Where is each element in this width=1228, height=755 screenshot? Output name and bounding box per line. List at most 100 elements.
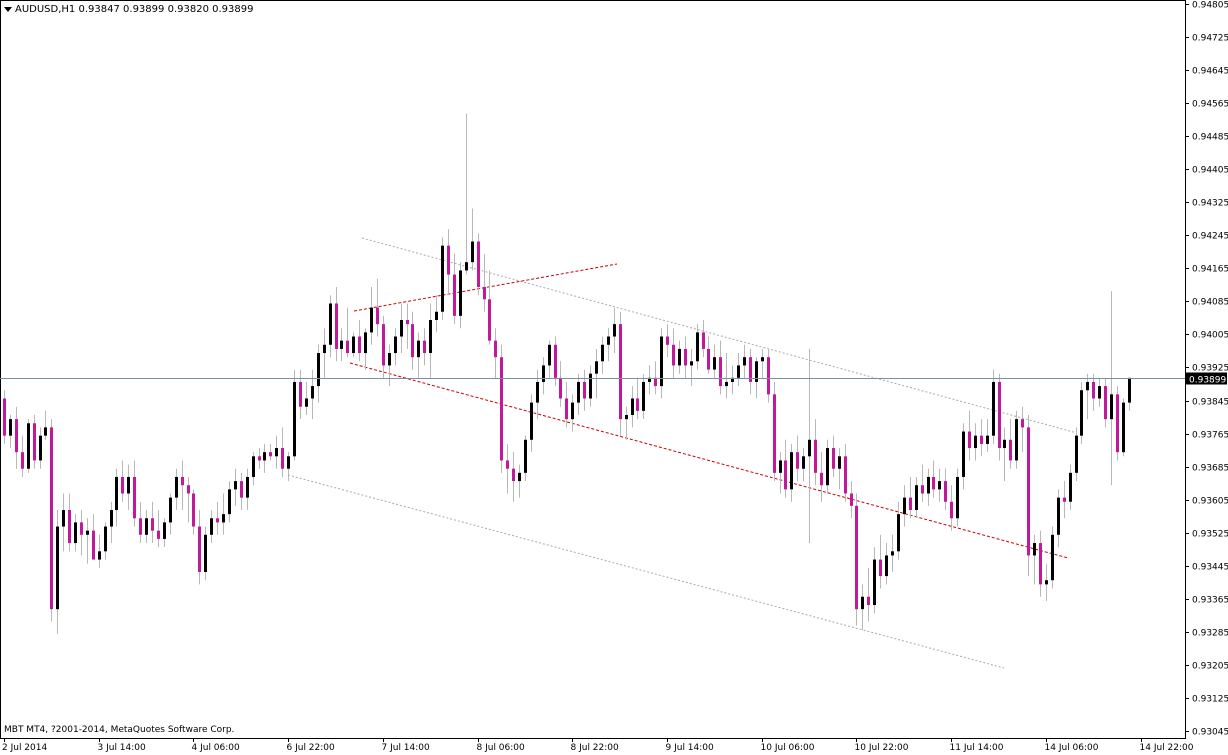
candle[interactable] [222, 493, 225, 535]
candle[interactable] [725, 353, 728, 399]
candle[interactable] [3, 390, 6, 444]
candle[interactable] [968, 410, 971, 461]
gray-channel-upper[interactable] [361, 237, 1078, 434]
candle[interactable] [1027, 415, 1030, 577]
candle[interactable] [536, 369, 539, 420]
candle[interactable] [74, 514, 77, 552]
candle[interactable] [187, 476, 190, 523]
candle[interactable] [619, 311, 622, 436]
candle[interactable] [240, 472, 243, 511]
candle[interactable] [340, 328, 343, 362]
candle[interactable] [488, 270, 491, 345]
candle[interactable] [287, 452, 290, 482]
candle[interactable] [927, 468, 930, 506]
candle[interactable] [216, 501, 219, 535]
candle[interactable] [749, 348, 752, 395]
candle[interactable] [1128, 377, 1131, 411]
candle[interactable] [761, 348, 764, 378]
candle[interactable] [9, 415, 12, 449]
candle[interactable] [731, 365, 734, 395]
candle[interactable] [974, 423, 977, 461]
candle[interactable] [394, 328, 397, 366]
candle[interactable] [471, 208, 474, 271]
candle[interactable] [808, 348, 811, 544]
candle[interactable] [867, 567, 870, 622]
candle[interactable] [453, 253, 456, 325]
candle[interactable] [642, 373, 645, 420]
candle[interactable] [483, 253, 486, 312]
candle[interactable] [258, 448, 261, 469]
candle[interactable] [1098, 377, 1101, 407]
candle[interactable] [358, 319, 361, 362]
candle[interactable] [903, 485, 906, 527]
candle[interactable] [346, 307, 349, 358]
candle[interactable] [210, 510, 213, 544]
candle[interactable] [1080, 381, 1083, 444]
candle[interactable] [891, 534, 894, 572]
candle[interactable] [1057, 489, 1060, 548]
candle[interactable] [1021, 406, 1024, 453]
candle[interactable] [595, 348, 598, 399]
candle[interactable] [548, 340, 551, 378]
candle[interactable] [672, 328, 675, 378]
candle[interactable] [21, 435, 24, 477]
candle[interactable] [181, 460, 184, 511]
candle[interactable] [713, 344, 716, 378]
candle[interactable] [790, 443, 793, 502]
candle[interactable] [737, 353, 740, 387]
candle[interactable] [1092, 373, 1095, 411]
candle[interactable] [423, 328, 426, 366]
candle[interactable] [583, 369, 586, 411]
candle[interactable] [518, 464, 521, 498]
candle[interactable] [607, 328, 610, 362]
candle[interactable] [252, 452, 255, 486]
candle[interactable] [938, 468, 941, 502]
candle[interactable] [33, 415, 36, 469]
candle[interactable] [1086, 373, 1089, 420]
candle[interactable] [678, 340, 681, 374]
candle[interactable] [743, 344, 746, 378]
candle[interactable] [684, 336, 687, 378]
candle[interactable] [459, 262, 462, 329]
candle[interactable] [855, 493, 858, 626]
candle[interactable] [571, 394, 574, 432]
red-channel-line[interactable] [349, 362, 1069, 559]
candle[interactable] [139, 501, 142, 544]
candle[interactable] [305, 381, 308, 416]
candle[interactable] [15, 406, 18, 469]
candle[interactable] [873, 547, 876, 614]
candle[interactable] [500, 344, 503, 473]
candle[interactable] [719, 340, 722, 395]
candle[interactable] [1110, 291, 1113, 486]
candle[interactable] [992, 369, 995, 444]
candle[interactable] [625, 406, 628, 440]
candle[interactable] [269, 443, 272, 461]
candle[interactable] [577, 373, 580, 416]
candle[interactable] [429, 303, 432, 378]
candle[interactable] [648, 365, 651, 395]
candle[interactable] [636, 377, 639, 420]
gray-channel-lower[interactable] [287, 474, 1005, 669]
candle[interactable] [802, 448, 805, 482]
candle[interactable] [666, 324, 669, 358]
candle[interactable] [601, 336, 604, 374]
candle[interactable] [1015, 410, 1018, 469]
candle[interactable] [1116, 386, 1119, 461]
candle[interactable] [1051, 526, 1054, 589]
candle[interactable] [115, 468, 118, 527]
candle[interactable] [406, 303, 409, 349]
candle[interactable] [329, 295, 332, 358]
candle[interactable] [311, 369, 314, 420]
candle[interactable] [299, 369, 302, 420]
candle[interactable] [962, 423, 965, 490]
candle[interactable] [441, 237, 444, 320]
candle[interactable] [1003, 427, 1006, 482]
candle[interactable] [411, 311, 414, 370]
candle[interactable] [832, 435, 835, 477]
candle[interactable] [56, 510, 59, 634]
candle[interactable] [559, 361, 562, 407]
candle[interactable] [820, 452, 823, 502]
candle[interactable] [915, 476, 918, 519]
candle[interactable] [376, 278, 379, 337]
candle[interactable] [133, 460, 136, 527]
